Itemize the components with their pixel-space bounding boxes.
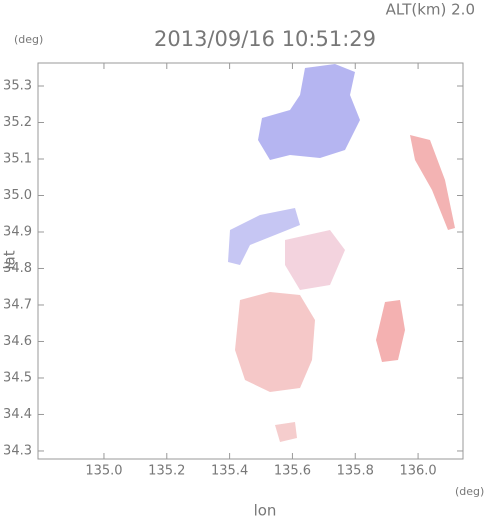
echo-red (275, 422, 297, 442)
x-axis-label: lon (254, 502, 277, 520)
echo-red (376, 300, 405, 362)
y-tick-label: 35.1 (3, 151, 32, 166)
y-tick-label: 34.5 (3, 370, 32, 385)
y-tick-label: 34.9 (3, 224, 32, 239)
y-axis-label: lat (1, 250, 19, 269)
y-tick-label: 35.3 (3, 78, 32, 93)
x-unit: (deg) (455, 485, 484, 498)
y-tick-label: 34.3 (3, 443, 32, 458)
plot-frame (37, 62, 464, 460)
x-tick-label: 135.8 (337, 464, 374, 479)
y-unit: (deg) (14, 33, 43, 46)
echo-red (235, 292, 315, 392)
echo-blue (258, 64, 360, 160)
y-tick-label: 34.8 (3, 261, 32, 276)
chart-title: 2013/09/16 10:51:29 (154, 27, 376, 51)
x-tick-label: 136.0 (399, 464, 436, 479)
x-tick-label: 135.6 (274, 464, 311, 479)
x-tick-label: 135.0 (85, 464, 122, 479)
x-tick-label: 135.2 (148, 464, 185, 479)
echo-red (410, 135, 455, 230)
y-tick-label: 34.7 (3, 297, 32, 312)
echo-blue (228, 208, 300, 265)
y-tick-label: 35.0 (3, 188, 32, 203)
altitude-label: ALT(km) 2.0 (386, 1, 475, 19)
y-tick-label: 35.2 (3, 115, 32, 130)
y-tick-label: 34.6 (3, 334, 32, 349)
echo-mixed (285, 230, 345, 290)
x-tick-label: 135.4 (211, 464, 248, 479)
radar-echoes (228, 64, 455, 442)
y-tick-label: 34.4 (3, 407, 32, 422)
